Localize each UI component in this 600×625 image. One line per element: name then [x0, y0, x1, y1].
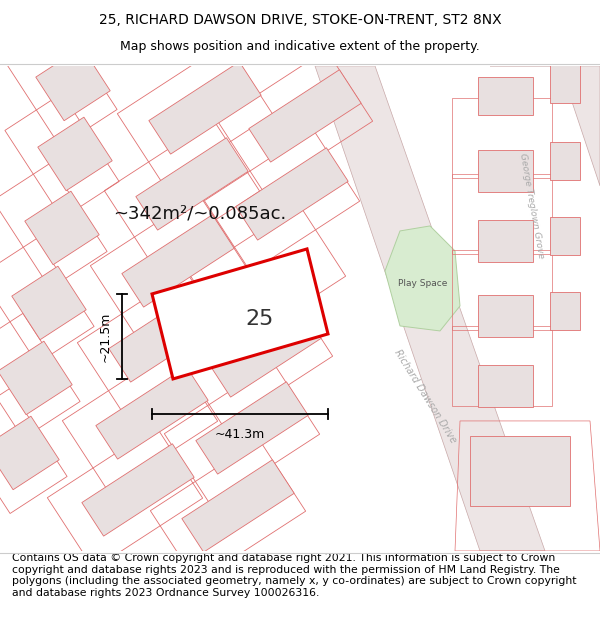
Polygon shape: [149, 62, 261, 154]
Polygon shape: [478, 150, 533, 192]
Polygon shape: [36, 47, 110, 121]
Text: ~342m²/~0.085ac.: ~342m²/~0.085ac.: [113, 205, 287, 223]
Polygon shape: [385, 226, 460, 331]
Polygon shape: [550, 292, 580, 330]
Polygon shape: [82, 444, 194, 536]
Polygon shape: [196, 382, 308, 474]
Text: ~41.3m: ~41.3m: [215, 428, 265, 441]
Polygon shape: [109, 290, 221, 382]
Text: 25: 25: [246, 309, 274, 329]
Text: 25, RICHARD DAWSON DRIVE, STOKE-ON-TRENT, ST2 8NX: 25, RICHARD DAWSON DRIVE, STOKE-ON-TRENT…: [98, 12, 502, 27]
Text: Map shows position and indicative extent of the property.: Map shows position and indicative extent…: [120, 39, 480, 52]
Polygon shape: [12, 266, 86, 340]
Text: ~21.5m: ~21.5m: [99, 311, 112, 362]
Polygon shape: [478, 77, 533, 115]
Polygon shape: [236, 148, 348, 240]
Polygon shape: [478, 295, 533, 337]
Polygon shape: [478, 220, 533, 262]
Polygon shape: [38, 117, 112, 191]
Text: Richard Dawson Drive: Richard Dawson Drive: [392, 348, 458, 444]
Polygon shape: [550, 65, 580, 103]
Polygon shape: [152, 249, 328, 379]
Text: George Treglown Grove: George Treglown Grove: [518, 152, 546, 259]
Polygon shape: [490, 66, 600, 186]
Text: Contains OS data © Crown copyright and database right 2021. This information is : Contains OS data © Crown copyright and d…: [12, 553, 577, 598]
Polygon shape: [0, 341, 72, 415]
Polygon shape: [136, 138, 248, 230]
Polygon shape: [25, 191, 99, 265]
Text: Play Space: Play Space: [398, 279, 448, 289]
Polygon shape: [182, 460, 294, 552]
Polygon shape: [478, 365, 533, 407]
Polygon shape: [122, 215, 234, 307]
Polygon shape: [0, 416, 59, 490]
Polygon shape: [249, 70, 361, 162]
Polygon shape: [96, 367, 208, 459]
Polygon shape: [209, 305, 321, 397]
Polygon shape: [315, 66, 545, 551]
Polygon shape: [550, 217, 580, 255]
Polygon shape: [550, 142, 580, 180]
Polygon shape: [470, 436, 570, 506]
